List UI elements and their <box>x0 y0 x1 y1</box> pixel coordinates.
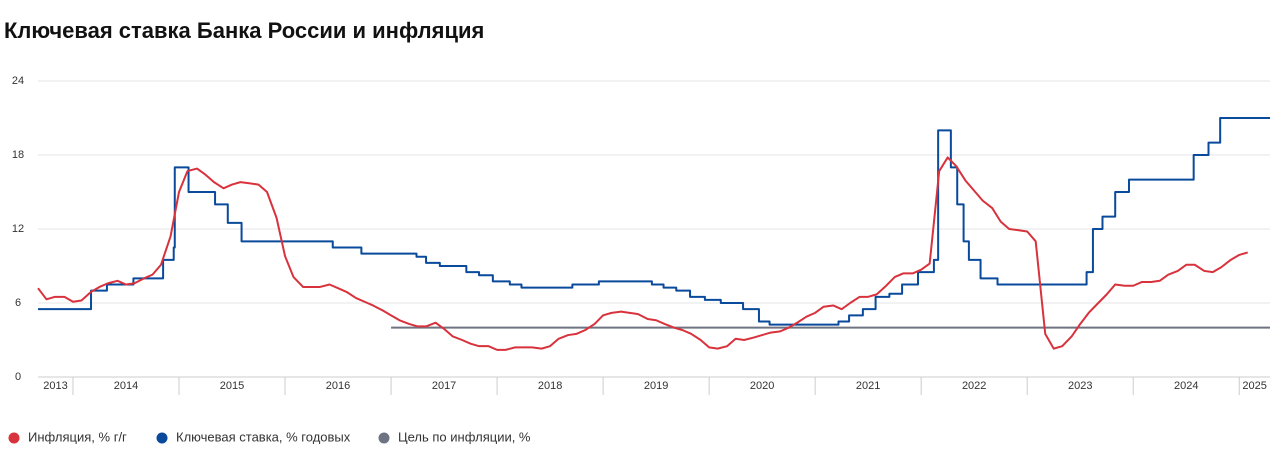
x-tick-label: 2013 <box>43 380 67 392</box>
x-tick-label: 2021 <box>856 380 880 392</box>
x-tick-label: 2015 <box>220 380 244 392</box>
y-tick-label: 6 <box>15 297 21 309</box>
y-tick-label: 24 <box>12 75 24 87</box>
y-tick-label: 12 <box>12 223 24 235</box>
legend-marker <box>156 432 168 444</box>
legend-label: Инфляция, % г/г <box>28 429 127 444</box>
x-tick-label: 2014 <box>114 380 138 392</box>
legend-label: Ключевая ставка, % годовых <box>176 429 351 444</box>
x-tick-label: 2022 <box>962 380 986 392</box>
x-tick-label: 2024 <box>1174 380 1198 392</box>
x-tick-label: 2017 <box>432 380 456 392</box>
chart-title: Ключевая ставка Банка России и инфляция <box>4 18 484 43</box>
x-tick-label: 2023 <box>1068 380 1092 392</box>
series-line <box>37 156 1249 351</box>
x-tick-label: 2025 <box>1242 380 1266 392</box>
legend-marker <box>8 432 20 444</box>
legend-marker <box>378 432 390 444</box>
x-tick-label: 2019 <box>644 380 668 392</box>
series-line <box>38 117 1270 326</box>
x-tick-label: 2016 <box>326 380 350 392</box>
x-tick-label: 2018 <box>538 380 562 392</box>
legend-label: Цель по инфляции, % <box>398 429 531 444</box>
x-tick-label: 2020 <box>750 380 774 392</box>
y-tick-label: 0 <box>15 371 21 383</box>
y-tick-label: 18 <box>12 149 24 161</box>
